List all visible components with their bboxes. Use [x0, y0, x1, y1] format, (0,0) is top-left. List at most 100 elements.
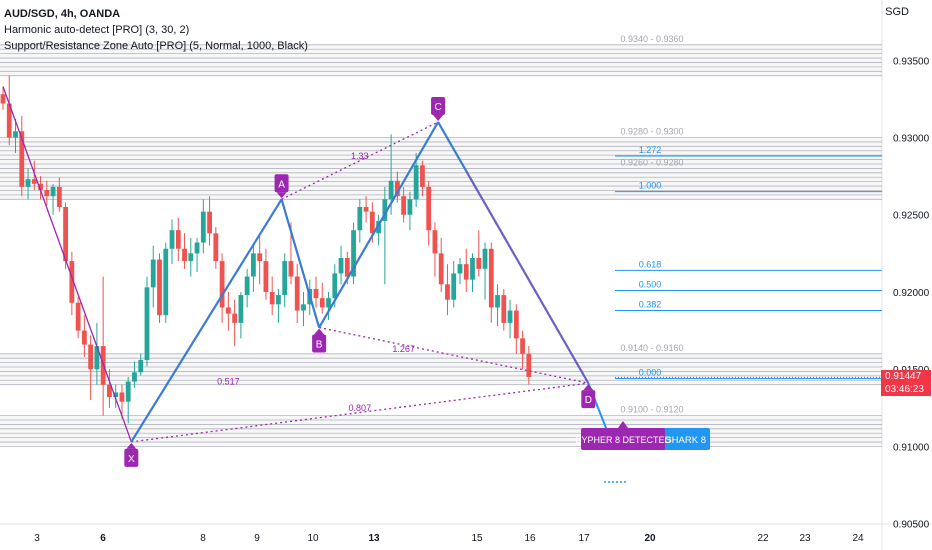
fib-level-label: 1.000 [639, 181, 662, 191]
candle-body [69, 261, 75, 303]
candle-body [182, 248, 187, 262]
candle-body [113, 392, 119, 398]
candle-body [188, 253, 194, 262]
candle-body [507, 310, 513, 323]
trend-line-down [2, 86, 132, 443]
candle-body [282, 261, 288, 296]
candle-body [150, 259, 156, 288]
indicator-harmonic[interactable]: Harmonic auto-detect [PRO] (3, 30, 2) [4, 24, 190, 36]
candle-body [244, 276, 250, 296]
x-axis-tick-label: 24 [852, 533, 864, 544]
sr-zone-band [0, 168, 882, 200]
candle-body [344, 258, 350, 277]
candle-body [288, 261, 294, 277]
x-axis-tick-label: 13 [368, 533, 380, 544]
ratio-line-ac [281, 121, 439, 200]
pattern-point-label: X [128, 454, 135, 465]
pattern-leg-xa [130, 198, 283, 443]
candle-body [50, 186, 56, 197]
pattern-point-pointer [276, 192, 287, 199]
candle-body [63, 207, 68, 262]
pattern-point-pointer [126, 442, 137, 449]
candle-body [238, 295, 244, 323]
pattern-ratio-label: 1.267 [392, 344, 415, 354]
candle-body [200, 211, 206, 243]
candle-body [25, 179, 31, 187]
pattern-leg-ab [280, 198, 321, 328]
y-axis-tick-label: 0.92500 [893, 211, 930, 222]
candle-body [407, 199, 413, 215]
pattern-detected-pointer [618, 421, 628, 428]
pattern-detected-text: CYPHER 8 DETECTED [575, 435, 672, 445]
candle-body [445, 284, 450, 300]
indicator-sr-zone[interactable]: Support/Resistance Zone Auto [PRO] (5, N… [4, 40, 308, 52]
candle-body [175, 230, 181, 249]
x-axis-tick-label: 16 [524, 533, 536, 544]
pattern-ratio-label: 0.807 [349, 403, 372, 413]
candle-body [495, 295, 500, 308]
candle-body [513, 310, 519, 339]
candle-body [269, 291, 275, 305]
candle-body [144, 287, 150, 360]
pattern-point-marker [581, 390, 596, 409]
candle-body [157, 259, 162, 316]
candle-body [257, 253, 263, 262]
x-axis-tick-label: 10 [307, 533, 319, 544]
x-axis-tick-label: 20 [644, 533, 656, 544]
candle-body [194, 242, 200, 254]
x-axis-tick-label: 6 [100, 533, 106, 544]
candle-body [526, 353, 532, 377]
candle-body [470, 258, 475, 280]
y-axis-tick-label: 0.91000 [893, 442, 930, 453]
candle-body [169, 230, 175, 249]
x-axis-tick-label: 17 [578, 533, 590, 544]
candle-body [19, 131, 25, 187]
pattern-ratio-label: 1.33 [351, 151, 369, 161]
pattern-detected-box [581, 428, 665, 450]
last-price-tag: 0.91447 03:46:23 [881, 370, 931, 397]
candle-body [338, 258, 344, 274]
candle-body [0, 94, 6, 104]
candle-body [388, 180, 394, 200]
y-axis-tick-label: 0.93500 [893, 56, 930, 67]
candle-body [107, 384, 112, 398]
candle-body [401, 196, 407, 215]
sr-zone-band [0, 137, 882, 169]
candle-body [119, 392, 125, 402]
sr-zone-label: 0.9340 - 0.9360 [620, 34, 683, 44]
candle-body [81, 330, 87, 345]
symbol-title[interactable]: AUD/SGD, 4h, OANDA [4, 8, 121, 20]
candle-body [219, 261, 225, 308]
candle-body [276, 295, 281, 305]
candle-body [457, 264, 463, 274]
candle-body [501, 295, 507, 323]
candle-body [432, 230, 438, 254]
pattern-point-marker [124, 448, 139, 467]
sr-zone-label: 0.9100 - 0.9120 [620, 405, 683, 415]
candle-body [13, 131, 18, 138]
y-axis-tick-label: 0.90500 [893, 520, 930, 531]
cd-overlay-line [465, 171, 590, 384]
fib-level-label: 0.000 [639, 368, 662, 378]
x-axis-tick-label: 23 [799, 533, 811, 544]
candle-body [363, 207, 369, 212]
candle-body [6, 103, 12, 138]
pattern-point-pointer [433, 115, 444, 122]
candle-body [38, 183, 43, 191]
candle-body [31, 179, 37, 184]
sr-zone-label: 0.9260 - 0.9280 [620, 157, 683, 167]
prz-label-text: PRZ: SHARK 8 [641, 435, 706, 446]
x-axis-tick-label: 22 [757, 533, 769, 544]
y-axis-tick-label: 0.92000 [893, 288, 930, 299]
candle-body [232, 313, 238, 323]
candle-body [251, 253, 256, 277]
candle-body [94, 346, 100, 370]
pattern-point-marker [274, 174, 289, 193]
chart-legend: AUD/SGD, 4h, OANDA Harmonic auto-detect … [4, 6, 308, 54]
candle-body [463, 264, 469, 280]
x-axis-tick-label: 3 [34, 533, 40, 544]
fib-level-label: 1.272 [639, 145, 662, 155]
candle-body [319, 298, 325, 308]
